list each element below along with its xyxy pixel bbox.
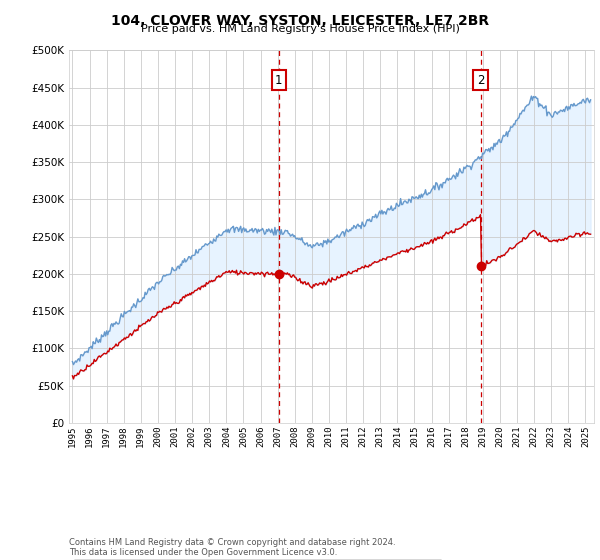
- Text: 104, CLOVER WAY, SYSTON, LEICESTER, LE7 2BR: 104, CLOVER WAY, SYSTON, LEICESTER, LE7 …: [111, 14, 489, 28]
- Text: Contains HM Land Registry data © Crown copyright and database right 2024.
This d: Contains HM Land Registry data © Crown c…: [69, 538, 395, 557]
- Text: Price paid vs. HM Land Registry's House Price Index (HPI): Price paid vs. HM Land Registry's House …: [140, 24, 460, 34]
- Text: 2: 2: [477, 74, 484, 87]
- Text: 1: 1: [275, 74, 283, 87]
